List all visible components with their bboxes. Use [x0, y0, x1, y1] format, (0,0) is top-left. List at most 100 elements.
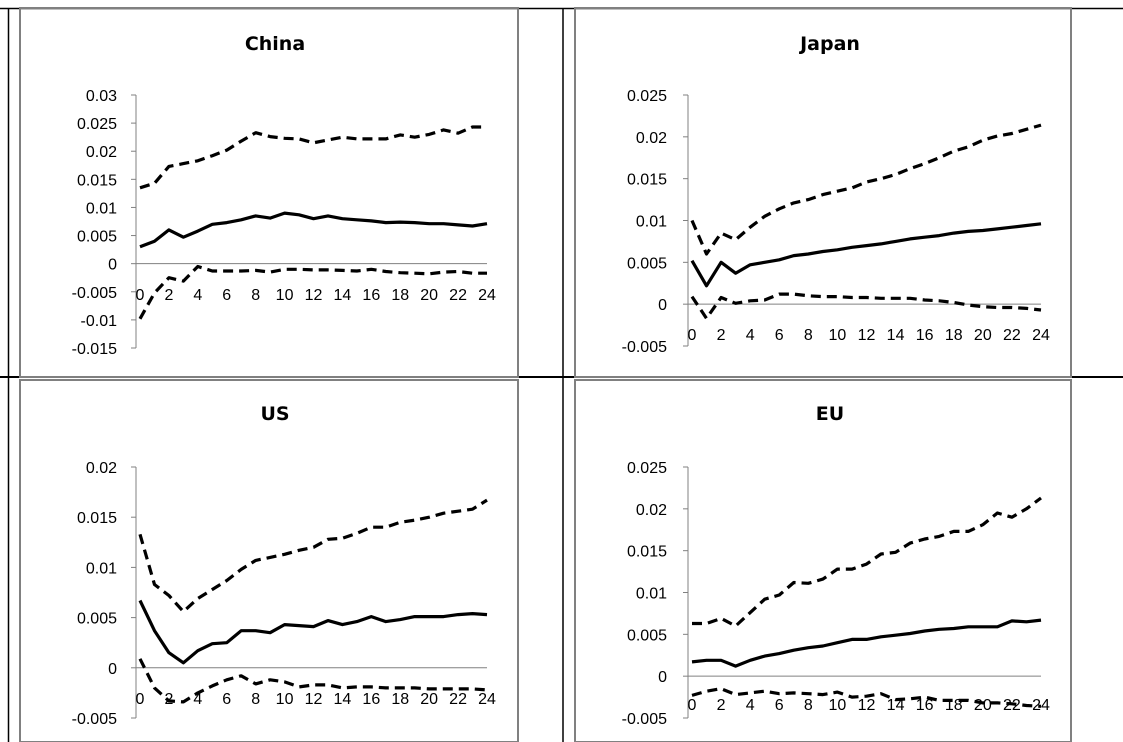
y-tick-label: 0.015: [627, 172, 667, 189]
x-tick-label: 10: [276, 287, 294, 304]
response-line: [139, 211, 488, 249]
x-tick-label: 24: [1032, 697, 1050, 714]
upper-band-line: [138, 498, 488, 614]
x-tick-label: 18: [391, 691, 409, 708]
chart-title: China: [245, 33, 305, 55]
chart-title: Japan: [798, 33, 860, 55]
x-tick-label: 4: [746, 327, 755, 344]
x-tick-label: 14: [887, 697, 905, 714]
upper-band-line: [139, 125, 487, 190]
x-tick-label: 4: [193, 691, 202, 708]
x-tick-label: 2: [717, 327, 726, 344]
x-tick-label: 12: [305, 691, 323, 708]
y-tick-label: 0: [108, 257, 117, 274]
y-tick-label: 0: [658, 297, 667, 314]
y-tick-label: 0.015: [77, 510, 117, 527]
x-tick-label: 0: [136, 287, 145, 304]
x-tick-label: 10: [829, 697, 847, 714]
y-tick-label: 0.005: [77, 611, 117, 628]
y-tick-label: 0.02: [86, 460, 117, 477]
x-tick-label: 16: [362, 287, 380, 304]
x-tick-label: 8: [804, 327, 813, 344]
x-tick-label: 6: [222, 691, 231, 708]
x-tick-label: 18: [391, 287, 409, 304]
x-tick-label: 4: [746, 697, 755, 714]
x-tick-label: 22: [1003, 697, 1021, 714]
response-line: [691, 618, 1042, 668]
y-tick-label: 0: [658, 669, 667, 686]
chart-frame-eu: [574, 379, 1072, 742]
y-tick-label: -0.005: [622, 711, 667, 728]
x-tick-label: 0: [136, 691, 145, 708]
chart-title: US: [260, 403, 289, 425]
y-tick-label: 0.02: [636, 130, 667, 147]
charts-layer: China 0.03 0.025 0.02 0.015 0.01 0.005 0 -0.005 -…: [72, 33, 1050, 728]
lower-band-line: [138, 264, 487, 320]
y-tick-label: 0.005: [77, 229, 117, 246]
y-tick-label: 0.015: [77, 172, 117, 189]
y-tick-label: 0.02: [86, 144, 117, 161]
y-tick-label: 0.005: [627, 255, 667, 272]
x-tick-label: 0: [688, 327, 697, 344]
y-tick-label: 0: [108, 661, 117, 678]
x-tick-label: 22: [1003, 327, 1021, 344]
x-tick-label: 14: [887, 327, 905, 344]
chart-frame-japan: [574, 7, 1072, 378]
y-tick-label: 0.03: [86, 88, 117, 105]
lower-band-line: [690, 292, 1042, 320]
x-tick-label: 16: [916, 327, 934, 344]
y-tick-label: -0.01: [81, 313, 118, 330]
y-tick-label: -0.015: [72, 341, 117, 358]
y-tick-label: 0.005: [627, 627, 667, 644]
x-tick-label: 20: [420, 287, 438, 304]
x-tick-label: 24: [1032, 327, 1050, 344]
response-line: [690, 222, 1042, 288]
x-tick-label: 14: [334, 691, 352, 708]
x-tick-label: 20: [420, 691, 438, 708]
x-tick-label: 10: [276, 691, 294, 708]
x-tick-label: 12: [858, 697, 876, 714]
upper-band-line: [690, 123, 1042, 256]
x-tick-label: 14: [334, 287, 352, 304]
x-tick-label: 22: [449, 691, 467, 708]
chart-china: China 0.03 0.025 0.02 0.015 0.01 0.005 0 -0.005 -…: [72, 33, 496, 358]
upper-band-line: [692, 496, 1042, 628]
y-tick-label: 0.025: [627, 88, 667, 105]
y-tick-label: -0.005: [72, 711, 117, 728]
x-tick-label: 16: [362, 691, 380, 708]
y-tick-label: 0.01: [86, 200, 117, 217]
chart-us: US 0.02 0.015 0.01 0.005 0 -0.005 0 2 4 6 8 10 12 14 16…: [72, 403, 496, 728]
chart-title: EU: [816, 403, 844, 425]
lower-band-line: [138, 658, 488, 704]
chart-frame-china: [19, 7, 519, 378]
x-tick-label: 4: [193, 287, 202, 304]
chart-frame-us: [19, 379, 519, 742]
chart-frames: [19, 7, 1072, 742]
y-tick-label: 0.025: [77, 116, 117, 133]
y-tick-label: 0.01: [636, 586, 667, 603]
x-tick-label: 0: [688, 697, 697, 714]
x-tick-label: 6: [775, 697, 784, 714]
x-tick-label: 2: [164, 287, 173, 304]
x-tick-label: 18: [945, 327, 963, 344]
x-tick-label: 24: [478, 287, 496, 304]
x-tick-label: 12: [305, 287, 323, 304]
y-tick-label: -0.005: [72, 285, 117, 302]
x-tick-label: 22: [449, 287, 467, 304]
x-tick-label: 6: [222, 287, 231, 304]
y-tick-label: -0.005: [622, 339, 667, 356]
x-tick-label: 8: [251, 287, 260, 304]
x-tick-label: 24: [478, 691, 496, 708]
table-grid: [0, 7, 1123, 742]
y-tick-label: 0.025: [627, 460, 667, 477]
y-tick-label: 0.02: [636, 502, 667, 519]
x-tick-label: 2: [717, 697, 726, 714]
x-tick-label: 6: [775, 327, 784, 344]
x-tick-label: 16: [916, 697, 934, 714]
y-tick-label: 0.01: [636, 214, 667, 231]
x-tick-label: 20: [974, 327, 992, 344]
x-tick-label: 20: [974, 697, 992, 714]
